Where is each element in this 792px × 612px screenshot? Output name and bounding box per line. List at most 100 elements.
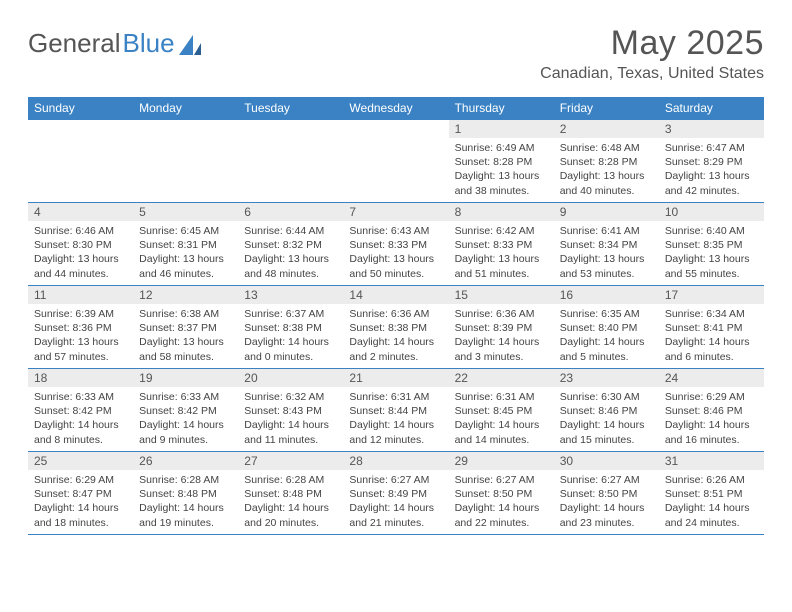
sunset-line: Sunset: 8:33 PM (349, 238, 442, 252)
sunset-line: Sunset: 8:34 PM (560, 238, 653, 252)
sunset-line: Sunset: 8:49 PM (349, 487, 442, 501)
sunrise-line: Sunrise: 6:48 AM (560, 141, 653, 155)
day-info: Sunrise: 6:33 AMSunset: 8:42 PMDaylight:… (133, 387, 238, 451)
day-info: Sunrise: 6:46 AMSunset: 8:30 PMDaylight:… (28, 221, 133, 285)
sunset-line: Sunset: 8:47 PM (34, 487, 127, 501)
calendar-cell: 4Sunrise: 6:46 AMSunset: 8:30 PMDaylight… (28, 203, 133, 285)
sunrise-line: Sunrise: 6:38 AM (139, 307, 232, 321)
sunset-line: Sunset: 8:44 PM (349, 404, 442, 418)
date-number: 15 (449, 286, 554, 304)
sunset-line: Sunset: 8:51 PM (665, 487, 758, 501)
day-info: Sunrise: 6:28 AMSunset: 8:48 PMDaylight:… (238, 470, 343, 534)
sunset-line: Sunset: 8:30 PM (34, 238, 127, 252)
date-number: 13 (238, 286, 343, 304)
sunrise-line: Sunrise: 6:28 AM (244, 473, 337, 487)
calendar-cell: 16Sunrise: 6:35 AMSunset: 8:40 PMDayligh… (554, 286, 659, 368)
daylight-line: Daylight: 14 hours and 0 minutes. (244, 335, 337, 363)
day-info: Sunrise: 6:41 AMSunset: 8:34 PMDaylight:… (554, 221, 659, 285)
logo-icon (179, 35, 205, 55)
date-number-empty (133, 120, 238, 138)
date-number: 27 (238, 452, 343, 470)
date-number: 5 (133, 203, 238, 221)
daylight-line: Daylight: 13 hours and 46 minutes. (139, 252, 232, 280)
day-info: Sunrise: 6:34 AMSunset: 8:41 PMDaylight:… (659, 304, 764, 368)
calendar-cell: 7Sunrise: 6:43 AMSunset: 8:33 PMDaylight… (343, 203, 448, 285)
calendar-cell: 6Sunrise: 6:44 AMSunset: 8:32 PMDaylight… (238, 203, 343, 285)
sunset-line: Sunset: 8:38 PM (349, 321, 442, 335)
daylight-line: Daylight: 13 hours and 42 minutes. (665, 169, 758, 197)
sunset-line: Sunset: 8:41 PM (665, 321, 758, 335)
calendar-cell (343, 120, 448, 202)
day-info: Sunrise: 6:27 AMSunset: 8:50 PMDaylight:… (554, 470, 659, 534)
location-label: Canadian, Texas, United States (540, 65, 764, 83)
day-info: Sunrise: 6:39 AMSunset: 8:36 PMDaylight:… (28, 304, 133, 368)
date-number: 21 (343, 369, 448, 387)
calendar-grid: SundayMondayTuesdayWednesdayThursdayFrid… (28, 97, 764, 535)
weeks-container: 1Sunrise: 6:49 AMSunset: 8:28 PMDaylight… (28, 119, 764, 535)
sunset-line: Sunset: 8:37 PM (139, 321, 232, 335)
daylight-line: Daylight: 14 hours and 23 minutes. (560, 501, 653, 529)
calendar-cell: 19Sunrise: 6:33 AMSunset: 8:42 PMDayligh… (133, 369, 238, 451)
page-header: GeneralBlue May 2025 Canadian, Texas, Un… (28, 24, 764, 83)
daylight-line: Daylight: 14 hours and 24 minutes. (665, 501, 758, 529)
calendar-cell: 24Sunrise: 6:29 AMSunset: 8:46 PMDayligh… (659, 369, 764, 451)
daylight-line: Daylight: 14 hours and 21 minutes. (349, 501, 442, 529)
sunrise-line: Sunrise: 6:28 AM (139, 473, 232, 487)
daylight-line: Daylight: 14 hours and 6 minutes. (665, 335, 758, 363)
sunset-line: Sunset: 8:50 PM (560, 487, 653, 501)
daylight-line: Daylight: 13 hours and 44 minutes. (34, 252, 127, 280)
weekday-label: Monday (133, 97, 238, 119)
calendar-cell: 14Sunrise: 6:36 AMSunset: 8:38 PMDayligh… (343, 286, 448, 368)
calendar-cell: 12Sunrise: 6:38 AMSunset: 8:37 PMDayligh… (133, 286, 238, 368)
day-info: Sunrise: 6:49 AMSunset: 8:28 PMDaylight:… (449, 138, 554, 202)
day-info: Sunrise: 6:44 AMSunset: 8:32 PMDaylight:… (238, 221, 343, 285)
day-info: Sunrise: 6:36 AMSunset: 8:38 PMDaylight:… (343, 304, 448, 368)
sunset-line: Sunset: 8:29 PM (665, 155, 758, 169)
sunset-line: Sunset: 8:40 PM (560, 321, 653, 335)
date-number: 23 (554, 369, 659, 387)
date-number: 20 (238, 369, 343, 387)
date-number: 3 (659, 120, 764, 138)
sunset-line: Sunset: 8:46 PM (665, 404, 758, 418)
date-number: 14 (343, 286, 448, 304)
brand-part1: General (28, 28, 121, 59)
sunrise-line: Sunrise: 6:36 AM (349, 307, 442, 321)
calendar-cell: 10Sunrise: 6:40 AMSunset: 8:35 PMDayligh… (659, 203, 764, 285)
daylight-line: Daylight: 14 hours and 5 minutes. (560, 335, 653, 363)
date-number: 24 (659, 369, 764, 387)
date-number: 31 (659, 452, 764, 470)
calendar-cell: 25Sunrise: 6:29 AMSunset: 8:47 PMDayligh… (28, 452, 133, 534)
day-info: Sunrise: 6:35 AMSunset: 8:40 PMDaylight:… (554, 304, 659, 368)
sunrise-line: Sunrise: 6:31 AM (455, 390, 548, 404)
sunset-line: Sunset: 8:38 PM (244, 321, 337, 335)
calendar-cell: 1Sunrise: 6:49 AMSunset: 8:28 PMDaylight… (449, 120, 554, 202)
date-number: 11 (28, 286, 133, 304)
calendar-cell: 5Sunrise: 6:45 AMSunset: 8:31 PMDaylight… (133, 203, 238, 285)
date-number: 25 (28, 452, 133, 470)
sunset-line: Sunset: 8:36 PM (34, 321, 127, 335)
daylight-line: Daylight: 13 hours and 55 minutes. (665, 252, 758, 280)
daylight-line: Daylight: 14 hours and 20 minutes. (244, 501, 337, 529)
calendar-cell: 13Sunrise: 6:37 AMSunset: 8:38 PMDayligh… (238, 286, 343, 368)
month-title: May 2025 (540, 24, 764, 63)
daylight-line: Daylight: 13 hours and 51 minutes. (455, 252, 548, 280)
date-number: 30 (554, 452, 659, 470)
sunset-line: Sunset: 8:32 PM (244, 238, 337, 252)
date-number: 29 (449, 452, 554, 470)
sunrise-line: Sunrise: 6:34 AM (665, 307, 758, 321)
sunrise-line: Sunrise: 6:44 AM (244, 224, 337, 238)
date-number-empty (28, 120, 133, 138)
daylight-line: Daylight: 14 hours and 12 minutes. (349, 418, 442, 446)
sunrise-line: Sunrise: 6:49 AM (455, 141, 548, 155)
sunrise-line: Sunrise: 6:47 AM (665, 141, 758, 155)
daylight-line: Daylight: 14 hours and 8 minutes. (34, 418, 127, 446)
sunrise-line: Sunrise: 6:33 AM (34, 390, 127, 404)
sunrise-line: Sunrise: 6:31 AM (349, 390, 442, 404)
sunrise-line: Sunrise: 6:29 AM (665, 390, 758, 404)
sunset-line: Sunset: 8:43 PM (244, 404, 337, 418)
sunrise-line: Sunrise: 6:39 AM (34, 307, 127, 321)
title-block: May 2025 Canadian, Texas, United States (540, 24, 764, 83)
calendar-cell: 17Sunrise: 6:34 AMSunset: 8:41 PMDayligh… (659, 286, 764, 368)
sunset-line: Sunset: 8:42 PM (139, 404, 232, 418)
date-number: 8 (449, 203, 554, 221)
